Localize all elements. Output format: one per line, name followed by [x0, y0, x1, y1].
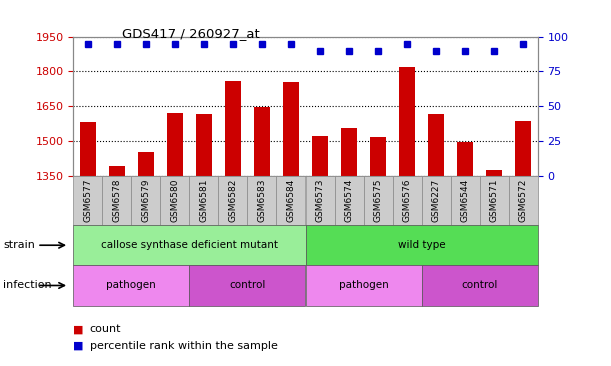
Text: GSM6583: GSM6583 — [257, 179, 266, 222]
Text: GSM6577: GSM6577 — [83, 179, 92, 222]
Text: GSM6572: GSM6572 — [519, 179, 528, 222]
Bar — [306, 265, 422, 306]
Bar — [312, 136, 328, 366]
Text: GSM6576: GSM6576 — [403, 179, 412, 222]
Bar — [73, 225, 306, 265]
Text: control: control — [461, 280, 498, 291]
Bar — [254, 107, 270, 366]
Bar — [370, 137, 386, 366]
Text: pathogen: pathogen — [106, 280, 156, 291]
Bar — [73, 265, 189, 306]
Text: GSM6581: GSM6581 — [199, 179, 208, 222]
Text: percentile rank within the sample: percentile rank within the sample — [90, 341, 277, 351]
Text: strain: strain — [3, 240, 35, 250]
Text: GSM6574: GSM6574 — [345, 179, 354, 222]
Text: GSM6584: GSM6584 — [287, 179, 296, 222]
Bar — [457, 142, 473, 366]
Bar — [102, 176, 131, 225]
Text: control: control — [229, 280, 266, 291]
Text: GDS417 / 260927_at: GDS417 / 260927_at — [122, 27, 260, 41]
Bar — [219, 176, 247, 225]
Bar — [189, 176, 219, 225]
Bar — [189, 265, 306, 306]
Bar — [247, 176, 276, 225]
Bar — [364, 176, 392, 225]
Bar — [428, 113, 444, 366]
Bar — [160, 176, 189, 225]
Bar — [131, 176, 160, 225]
Bar — [335, 176, 364, 225]
Bar — [73, 176, 102, 225]
Bar — [196, 113, 212, 366]
Bar — [225, 81, 241, 366]
Bar — [392, 176, 422, 225]
Text: ■: ■ — [73, 324, 84, 335]
Bar — [167, 113, 183, 366]
Text: GSM6571: GSM6571 — [489, 179, 499, 222]
Text: ■: ■ — [73, 341, 84, 351]
Text: GSM6578: GSM6578 — [112, 179, 122, 222]
Bar — [508, 176, 538, 225]
Text: GSM6573: GSM6573 — [315, 179, 324, 222]
Bar — [80, 122, 96, 366]
Text: count: count — [90, 324, 122, 335]
Bar — [276, 176, 306, 225]
Bar — [486, 170, 502, 366]
Text: pathogen: pathogen — [338, 280, 389, 291]
Text: wild type: wild type — [398, 240, 445, 250]
Bar — [306, 225, 538, 265]
Text: infection: infection — [3, 280, 52, 291]
Bar — [422, 265, 538, 306]
Text: GSM6227: GSM6227 — [431, 179, 441, 222]
Bar — [341, 128, 357, 366]
Text: GSM6582: GSM6582 — [229, 179, 238, 222]
Bar — [480, 176, 508, 225]
Text: GSM6544: GSM6544 — [461, 179, 470, 222]
Bar — [450, 176, 480, 225]
Text: GSM6579: GSM6579 — [141, 179, 150, 222]
Text: GSM6575: GSM6575 — [373, 179, 382, 222]
Bar — [306, 176, 335, 225]
Bar — [399, 67, 415, 366]
Bar — [422, 176, 450, 225]
Text: GSM6580: GSM6580 — [170, 179, 180, 222]
Bar — [109, 167, 125, 366]
Text: callose synthase deficient mutant: callose synthase deficient mutant — [101, 240, 278, 250]
Bar — [283, 82, 299, 366]
Bar — [138, 153, 154, 366]
Bar — [515, 121, 531, 366]
